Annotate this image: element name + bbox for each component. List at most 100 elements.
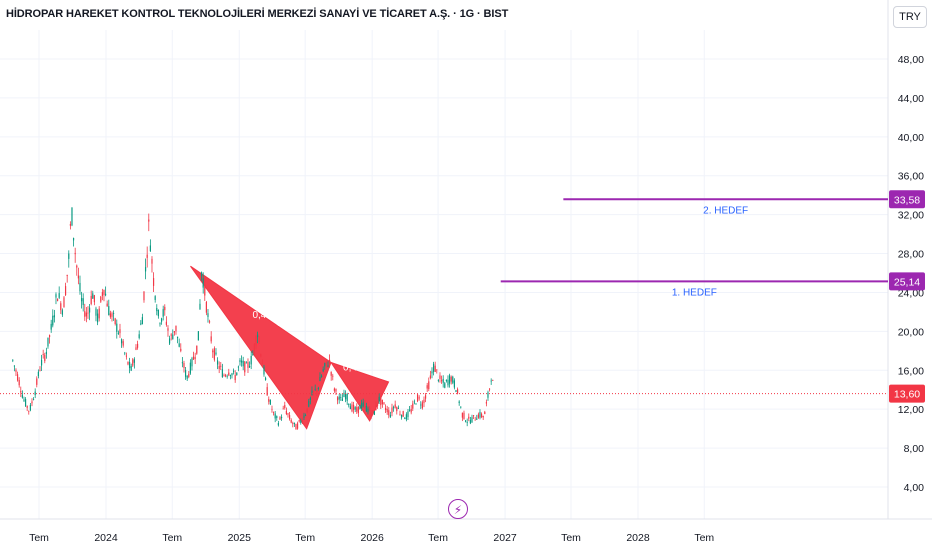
candle-body: [58, 293, 60, 298]
candle-body: [316, 388, 318, 392]
candle-body: [47, 337, 49, 347]
candle-body: [189, 362, 191, 374]
candle-body: [445, 379, 447, 382]
candle-body: [442, 378, 444, 383]
candle-body: [386, 409, 388, 413]
candle-body: [408, 409, 411, 411]
flash-icon[interactable]: ⚡: [448, 499, 468, 519]
candle-body: [200, 272, 203, 277]
candle-body: [34, 391, 36, 396]
candle-body: [130, 366, 132, 371]
y-tick-label: 4,00: [904, 482, 925, 494]
candle-body: [327, 365, 329, 367]
candle-body: [296, 423, 299, 429]
candle-body: [44, 354, 46, 362]
candle-body: [341, 398, 343, 401]
candle-body: [335, 388, 337, 392]
candle-body: [319, 377, 321, 382]
candle-body: [244, 361, 246, 373]
candle-body: [162, 309, 164, 317]
candle-body: [188, 373, 190, 377]
candle-body: [447, 379, 449, 386]
candle-body: [285, 410, 287, 414]
candle-body: [287, 413, 289, 415]
candle-body: [440, 380, 443, 382]
candle-body: [332, 375, 334, 377]
candle-body: [394, 404, 396, 408]
candle-body: [68, 253, 70, 259]
currency-button[interactable]: TRY: [893, 6, 927, 28]
candle-body: [357, 406, 359, 414]
x-tick-label: Tem: [561, 532, 581, 544]
candle-body: [74, 252, 76, 255]
target-price-text: 33,58: [894, 194, 920, 206]
candle-body: [103, 289, 105, 296]
candle-body: [380, 397, 382, 406]
candle-body: [63, 297, 65, 308]
candle-body: [247, 362, 249, 368]
candle-body: [421, 402, 423, 409]
candle-body: [98, 308, 100, 319]
candle-body: [216, 360, 219, 365]
candle-body: [375, 405, 377, 410]
candle-body: [458, 401, 460, 404]
candle-body: [476, 418, 478, 420]
candle-body: [372, 410, 374, 411]
candle-body: [328, 359, 331, 363]
candle-body: [354, 407, 356, 410]
candle-body: [429, 375, 431, 379]
candle-body: [111, 313, 113, 317]
pattern-ratio-label: 0,: [276, 318, 284, 329]
candle-body: [24, 399, 27, 407]
candle-body: [234, 374, 236, 381]
candle-body: [280, 416, 283, 419]
candle-body: [448, 375, 451, 384]
candle-body: [157, 310, 159, 317]
candle-body: [146, 254, 148, 258]
y-tick-label: 32,00: [898, 210, 924, 222]
candle-body: [431, 371, 433, 374]
candle-body: [160, 318, 163, 322]
candle-body: [376, 405, 379, 407]
candle-body: [282, 408, 284, 410]
candle-body: [368, 407, 371, 411]
candle-body: [396, 407, 398, 412]
candle-body: [96, 313, 99, 323]
candle-body: [482, 415, 484, 418]
candle-body: [202, 278, 204, 288]
candle-body: [215, 352, 217, 355]
candle-body: [452, 376, 454, 383]
candle-body: [108, 306, 110, 316]
candle-body: [183, 363, 185, 369]
candle-body: [255, 336, 257, 346]
candle-body: [461, 412, 463, 418]
candle-body: [184, 370, 187, 377]
y-tick-label: 48,00: [898, 54, 924, 66]
candle-body: [176, 336, 179, 339]
y-tick-label: 36,00: [898, 171, 924, 183]
candle-body: [415, 403, 417, 405]
last-price-tag: [889, 384, 925, 403]
candle-body: [344, 393, 347, 400]
pattern-ratio-label: 0,4: [343, 362, 357, 373]
candle-body: [252, 354, 254, 356]
candle-body: [92, 293, 94, 299]
candle-body: [21, 394, 23, 398]
candle-body: [143, 291, 145, 301]
x-tick-label: Tem: [428, 532, 448, 544]
candle-body: [60, 303, 62, 311]
candle-body: [204, 284, 206, 296]
x-tick-label: 2027: [493, 532, 517, 544]
candle-body: [148, 219, 150, 222]
target-price-tag: [889, 272, 925, 291]
candle-body: [378, 396, 380, 402]
candle-body: [258, 341, 260, 342]
candle-body: [208, 321, 211, 323]
candle-body: [348, 403, 350, 406]
candle-body: [301, 420, 303, 423]
x-tick-label: Tem: [29, 532, 49, 544]
candle-body: [420, 404, 422, 406]
candle-body: [304, 415, 307, 416]
candle-body: [485, 402, 487, 404]
